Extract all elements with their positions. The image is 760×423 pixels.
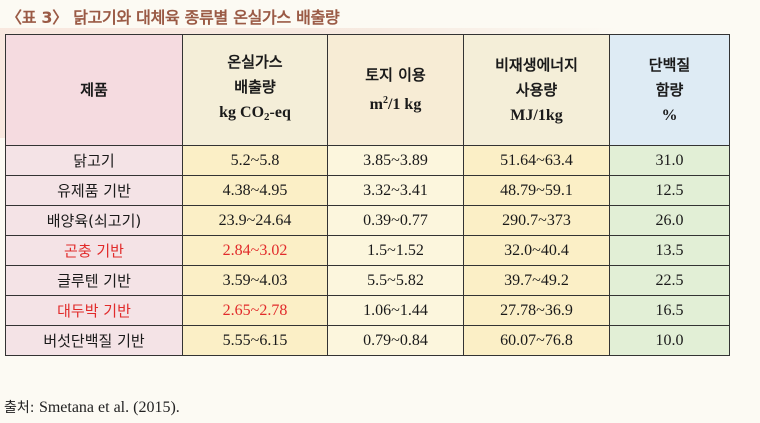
- cell-product: 버섯단백질 기반: [5, 325, 183, 356]
- table-row: 버섯단백질 기반 5.55~6.15 0.79~0.84 60.07~76.8 …: [5, 325, 730, 356]
- cell-energy: 27.78~36.9: [463, 295, 610, 326]
- table-title: 〈표 3〉 닭고기와 대체육 종류별 온실가스 배출량: [6, 8, 340, 27]
- cell-protein: 22.5: [609, 265, 730, 296]
- cell-land: 3.85~3.89: [327, 145, 464, 176]
- cell-energy: 60.07~76.8: [463, 325, 610, 356]
- table-row: 글루텐 기반 3.59~4.03 5.5~5.82 39.7~49.2 22.5: [5, 265, 730, 296]
- cell-ghg: 5.2~5.8: [182, 145, 328, 176]
- table-row: 대두박 기반 2.65~2.78 1.06~1.44 27.78~36.9 16…: [5, 295, 730, 326]
- header-product: 제품: [5, 34, 183, 146]
- cell-product: 유제품 기반: [5, 175, 183, 206]
- cell-protein: 31.0: [609, 145, 730, 176]
- table-header-row: 제품 온실가스 배출량 kg CO2-eq 토지 이용 m2/1 kg 비재생에…: [5, 34, 730, 146]
- cell-product: 닭고기: [5, 145, 183, 176]
- cell-protein: 12.5: [609, 175, 730, 206]
- source-reference: Smetana et al. (2015).: [38, 399, 180, 416]
- cell-protein: 10.0: [609, 325, 730, 356]
- cell-ghg: 3.59~4.03: [182, 265, 328, 296]
- header-energy: 비재생에너지 사용량 MJ/1kg: [463, 34, 610, 146]
- cell-land: 0.79~0.84: [327, 325, 464, 356]
- cell-protein: 16.5: [609, 295, 730, 326]
- cell-land: 5.5~5.82: [327, 265, 464, 296]
- header-ghg-unit: kg CO2-eq: [219, 104, 291, 123]
- cell-ghg: 2.84~3.02: [182, 235, 328, 266]
- cell-energy: 32.0~40.4: [463, 235, 610, 266]
- table-row: 닭고기 5.2~5.8 3.85~3.89 51.64~63.4 31.0: [5, 145, 730, 176]
- cell-energy: 39.7~49.2: [463, 265, 610, 296]
- cell-product: 대두박 기반: [5, 295, 183, 326]
- cell-land: 0.39~0.77: [327, 205, 464, 236]
- header-protein: 단백질 함량 %: [609, 34, 730, 146]
- header-ghg: 온실가스 배출량 kg CO2-eq: [182, 34, 328, 146]
- cell-energy: 290.7~373: [463, 205, 610, 236]
- cell-ghg: 5.55~6.15: [182, 325, 328, 356]
- cell-energy: 48.79~59.1: [463, 175, 610, 206]
- table-row: 곤충 기반 2.84~3.02 1.5~1.52 32.0~40.4 13.5: [5, 235, 730, 266]
- table-row: 유제품 기반 4.38~4.95 3.32~3.41 48.79~59.1 12…: [5, 175, 730, 206]
- table-row: 배양육(쇠고기) 23.9~24.64 0.39~0.77 290.7~373 …: [5, 205, 730, 236]
- cell-land: 3.32~3.41: [327, 175, 464, 206]
- cell-ghg: 4.38~4.95: [182, 175, 328, 206]
- source-label: 출처:: [4, 400, 39, 416]
- cell-protein: 26.0: [609, 205, 730, 236]
- cell-ghg: 2.65~2.78: [182, 295, 328, 326]
- header-land: 토지 이용 m2/1 kg: [327, 34, 464, 146]
- cell-ghg: 23.9~24.64: [182, 205, 328, 236]
- source-citation: 출처: Smetana et al. (2015).: [4, 397, 180, 417]
- cell-land: 1.5~1.52: [327, 235, 464, 266]
- cell-protein: 13.5: [609, 235, 730, 266]
- header-land-unit: m2/1 kg: [369, 95, 422, 113]
- cell-energy: 51.64~63.4: [463, 145, 610, 176]
- cell-land: 1.06~1.44: [327, 295, 464, 326]
- cell-product: 배양육(쇠고기): [5, 205, 183, 236]
- cell-product: 글루텐 기반: [5, 265, 183, 296]
- cell-product: 곤충 기반: [5, 235, 183, 266]
- emissions-table: 제품 온실가스 배출량 kg CO2-eq 토지 이용 m2/1 kg 비재생에…: [5, 34, 730, 356]
